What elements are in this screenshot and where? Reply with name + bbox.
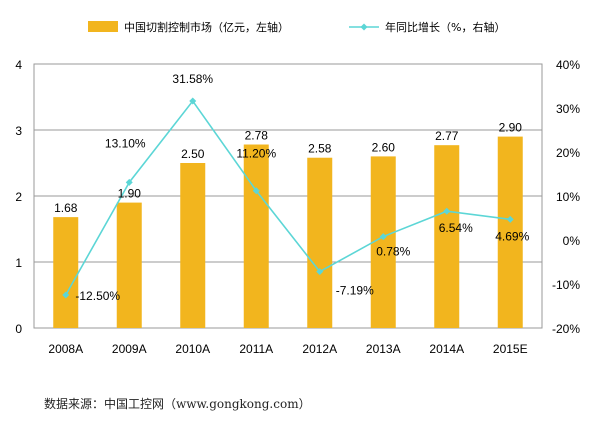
- y-right-tick-label: -20%: [552, 322, 580, 336]
- line-value-label: 0.78%: [376, 245, 410, 259]
- source-note: 数据来源：中国工控网（www.gongkong.com）: [44, 397, 311, 411]
- legend-bar-label: 中国切割控制市场（亿元，左轴）: [124, 20, 289, 34]
- legend: 中国切割控制市场（亿元，左轴） 年同比增长（%，右轴）: [88, 20, 505, 34]
- line-value-label: 4.69%: [495, 229, 529, 243]
- y-left-tick-label: 4: [15, 58, 22, 72]
- y-right-tick-label: 40%: [556, 58, 580, 72]
- bar: [307, 157, 333, 328]
- y-left-tick-label: 3: [15, 124, 22, 138]
- bar-value-label: 2.78: [245, 129, 269, 143]
- line-value-label: -7.19%: [336, 284, 374, 298]
- line-value-label: 31.58%: [172, 72, 213, 86]
- line-value-label: 13.10%: [105, 136, 146, 150]
- bar: [180, 163, 206, 328]
- line-value-label: 11.20%: [236, 147, 276, 161]
- bar-data-labels: 1.68 1.90 2.50 2.78 2.58 2.60 2.77 2.90: [54, 121, 522, 216]
- bar-value-label: 1.68: [54, 201, 78, 215]
- y-left-tick-label: 2: [15, 190, 22, 204]
- bar-value-label: 2.58: [308, 142, 332, 156]
- plot-frame: [33, 63, 543, 329]
- x-tick-label: 2013A: [366, 342, 401, 356]
- y-axis-left: 0 1 2 3 4: [15, 58, 22, 336]
- bar: [243, 144, 269, 328]
- legend-line-marker: [360, 23, 368, 31]
- bar-value-label: 2.90: [499, 121, 523, 135]
- line-point: [506, 215, 514, 223]
- y-right-tick-label: 10%: [556, 190, 580, 204]
- line-point: [125, 178, 133, 186]
- bar-series: [53, 136, 523, 328]
- line-point: [189, 97, 197, 105]
- x-tick-label: 2014A: [429, 342, 464, 356]
- bar: [497, 136, 523, 328]
- bar-value-label: 2.77: [435, 129, 459, 143]
- bar-value-label: 1.90: [118, 187, 142, 201]
- y-right-tick-label: -10%: [552, 278, 580, 292]
- x-tick-label: 2009A: [112, 342, 147, 356]
- bar: [370, 156, 396, 328]
- x-tick-label: 2011A: [239, 342, 273, 356]
- line-point: [316, 268, 324, 276]
- x-tick-label: 2008A: [48, 342, 83, 356]
- line-point: [379, 233, 387, 241]
- line-point: [62, 291, 70, 299]
- line-point: [252, 187, 260, 195]
- bar-value-label: 2.50: [181, 147, 205, 161]
- line-series: [62, 97, 514, 299]
- bar: [53, 217, 79, 328]
- x-tick-label: 2010A: [175, 342, 210, 356]
- bar: [116, 202, 142, 328]
- y-left-tick-label: 0: [15, 322, 22, 336]
- bar-value-label: 2.60: [372, 140, 396, 154]
- x-axis: 2008A 2009A 2010A 2011A 2012A 2013A 2014A 2015E: [48, 342, 527, 356]
- line-point: [443, 207, 451, 215]
- legend-line-label: 年同比增长（%，右轴）: [385, 20, 505, 34]
- line-data-labels: -12.50% 13.10% 31.58% 11.20% -7.19% 0.78% 6.54…: [75, 72, 529, 303]
- y-right-tick-label: 20%: [556, 146, 580, 160]
- y-right-tick-label: 0%: [563, 234, 581, 248]
- y-axis-right: -20% -10% 0% 10% 20% 30% 40%: [552, 58, 580, 336]
- line-value-label: 6.54%: [439, 221, 473, 235]
- line-value-label: -12.50%: [75, 289, 120, 303]
- legend-bar-swatch: [88, 21, 118, 32]
- y-right-tick-label: 30%: [556, 102, 580, 116]
- x-tick-label: 2012A: [302, 342, 337, 356]
- bar: [434, 145, 460, 328]
- y-left-tick-label: 1: [15, 256, 22, 270]
- growth-line: [65, 99, 511, 296]
- x-tick-label: 2015E: [493, 342, 528, 356]
